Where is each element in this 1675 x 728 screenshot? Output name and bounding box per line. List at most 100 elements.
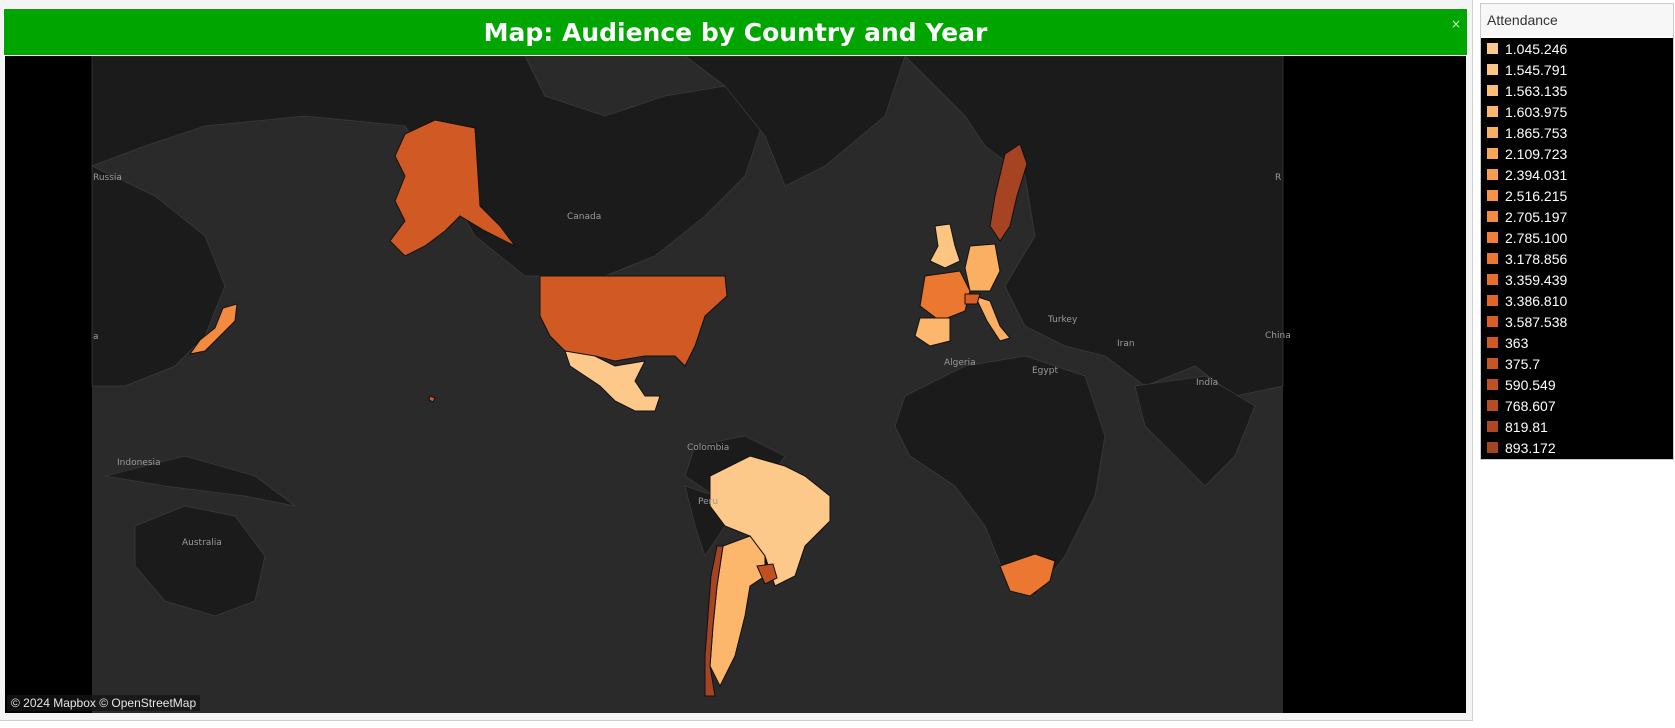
legend-item[interactable]: 893.172 [1481,437,1673,458]
legend-item[interactable]: 3.178.856 [1481,248,1673,269]
legend-swatch [1487,85,1498,96]
legend-item[interactable]: 2.516.215 [1481,185,1673,206]
legend-swatch [1487,64,1498,75]
legend-item[interactable]: 1.545.791 [1481,59,1673,80]
legend-label: 3.359.439 [1505,271,1568,288]
legend-swatch [1487,337,1498,348]
legend-title: Attendance [1481,4,1673,36]
legend-label: 819.81 [1505,418,1548,435]
world-map[interactable]: Russia Canada Turkey Iran Algeria Egypt … [5,56,1466,713]
legend-label: 1.045.246 [1505,40,1568,57]
legend-label: 3.587.538 [1505,313,1568,330]
legend-item[interactable]: 768.607 [1481,395,1673,416]
legend-swatch [1487,43,1498,54]
label-turkey: Turkey [1047,315,1078,325]
legend-label: 3.386.810 [1505,292,1568,309]
legend-list: 1.045.246 1.545.791 1.563.135 1.603.975 1.86… [1481,38,1673,459]
legend-label: 2.516.215 [1505,187,1568,204]
label-edge-left: a [93,332,99,342]
country-spain [914,317,951,347]
label-australia: Australia [182,538,222,548]
legend-item[interactable]: 3.587.538 [1481,311,1673,332]
legend-item[interactable]: 1.865.753 [1481,122,1673,143]
label-canada: Canada [567,212,601,222]
country-switzerland [964,293,981,305]
country-france [919,270,971,322]
legend-item[interactable]: 2.394.031 [1481,164,1673,185]
label-peru: Peru [698,497,718,507]
legend-label: 3.178.856 [1505,250,1568,267]
legend-swatch [1487,148,1498,159]
legend-swatch [1487,379,1498,390]
country-alaska [389,119,516,257]
label-algeria: Algeria [944,358,976,368]
legend-label: 363 [1505,334,1529,351]
legend-swatch [1487,442,1498,453]
country-germany [964,243,1001,292]
label-colombia: Colombia [687,443,729,453]
map-attribution[interactable]: © 2024 Mapbox © OpenStreetMap [7,695,201,711]
country-brazil [709,455,831,587]
map-canvas[interactable]: Russia Canada Turkey Iran Algeria Egypt … [5,56,1466,713]
country-italy [974,295,1011,342]
legend-item[interactable]: 363 [1481,332,1673,353]
basemap-labels: Russia Canada Turkey Iran Algeria Egypt … [93,173,1291,548]
label-iran: Iran [1117,339,1135,349]
legend-swatch [1487,232,1498,243]
close-icon[interactable]: × [1450,17,1461,31]
legend-item[interactable]: 2.109.723 [1481,143,1673,164]
legend-label: 590.549 [1505,376,1556,393]
label-edge-right: R [1275,173,1281,183]
legend-item[interactable]: 1.563.135 [1481,80,1673,101]
dashboard-frame: Map: Audience by Country and Year × [0,0,1473,721]
legend-label: 768.607 [1505,397,1556,414]
label-india: India [1196,378,1218,388]
country-uruguay [756,563,778,585]
legend-label: 1.563.135 [1505,82,1568,99]
country-south-africa [999,553,1056,597]
legend-swatch [1487,106,1498,117]
legend-item[interactable]: 1.603.975 [1481,101,1673,122]
legend-label: 2.705.197 [1505,208,1568,225]
legend-item[interactable]: 2.785.100 [1481,227,1673,248]
legend-swatch [1487,274,1498,285]
legend-item[interactable]: 3.386.810 [1481,290,1673,311]
legend-label: 2.785.100 [1505,229,1568,246]
country-mexico [564,350,661,412]
country-uk [929,223,961,269]
legend-item[interactable]: 2.705.197 [1481,206,1673,227]
basemap-land [91,56,1284,617]
legend-swatch [1487,190,1498,201]
legend-item[interactable]: 819.81 [1481,416,1673,437]
highlighted-countries[interactable] [188,119,1056,697]
legend-swatch [1487,169,1498,180]
country-usa [539,275,728,367]
legend-swatch [1487,400,1498,411]
legend-label: 2.109.723 [1505,145,1568,162]
legend-swatch [1487,358,1498,369]
country-hawaii [428,395,436,403]
label-indonesia: Indonesia [117,458,161,468]
legend-label: 1.603.975 [1505,103,1568,120]
label-russia: Russia [93,173,122,183]
legend-swatch [1487,316,1498,327]
legend-item[interactable]: 1.045.246 [1481,38,1673,59]
legend-item[interactable]: 3.359.439 [1481,269,1673,290]
page-title: Map: Audience by Country and Year [483,17,988,47]
legend-swatch [1487,211,1498,222]
legend-label: 893.172 [1505,439,1556,456]
country-sweden [989,143,1028,242]
label-china: China [1265,331,1291,341]
legend-label: 1.865.753 [1505,124,1568,141]
legend-swatch [1487,127,1498,138]
legend-item[interactable]: 375.7 [1481,353,1673,374]
legend-panel: Attendance 1.045.246 1.545.791 1.563.135 1.… [1480,3,1674,460]
legend-item[interactable]: 590.549 [1481,374,1673,395]
legend-label: 1.545.791 [1505,61,1568,78]
legend-label: 2.394.031 [1505,166,1568,183]
dashboard-title-bar: Map: Audience by Country and Year × [3,8,1468,56]
country-chile [704,545,724,697]
legend-label: 375.7 [1505,355,1541,372]
country-japan [188,303,238,355]
label-egypt: Egypt [1032,366,1058,376]
